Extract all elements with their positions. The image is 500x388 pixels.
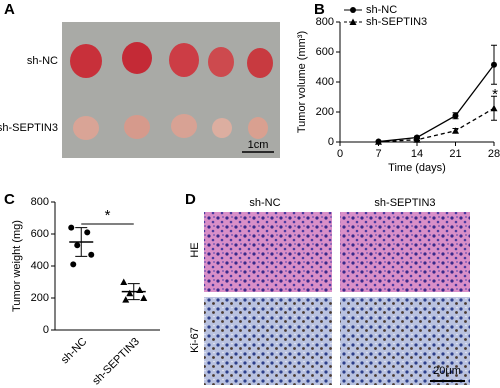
y-tick-label: 400 (31, 260, 49, 272)
marker (452, 127, 459, 134)
y-tick-label: 600 (31, 228, 49, 240)
x-tick-label: 14 (411, 148, 423, 160)
legend-label: sh-NC (366, 4, 397, 16)
x-tick-label: sh-SEPTIN3 (90, 336, 142, 388)
x-tick-label: 28 (488, 148, 500, 160)
y-axis-label: Tumor volume (mm³) (296, 31, 308, 133)
marker (140, 294, 148, 301)
marker (120, 278, 128, 285)
marker (350, 7, 356, 13)
tumor-photo (62, 22, 280, 158)
marker (126, 289, 134, 297)
row-label: sh-NC (27, 55, 58, 67)
legend-label: sh-SEPTIN3 (366, 16, 427, 28)
tumors (70, 42, 273, 140)
column-label: sh-NC (249, 197, 280, 209)
marker (349, 18, 357, 25)
x-tick-label: 21 (449, 148, 461, 160)
y-tick-label: 600 (316, 46, 334, 58)
column-label: sh-SEPTIN3 (374, 197, 435, 209)
y-tick-label: 0 (43, 324, 49, 336)
sd-bar (127, 283, 140, 301)
marker (491, 61, 497, 68)
series-line (378, 64, 495, 143)
marker (375, 138, 382, 145)
marker (68, 224, 75, 231)
scale-label: 1cm (248, 139, 269, 151)
marker (490, 104, 498, 112)
y-tick-label: 800 (31, 196, 49, 208)
marker (74, 242, 81, 249)
scale-label: 20μm (433, 365, 461, 377)
panel-label: A (4, 1, 15, 18)
series-line (378, 107, 495, 143)
sd-bar (75, 227, 88, 257)
panel-label: C (4, 191, 15, 208)
histology-image (204, 297, 332, 385)
marker (88, 251, 95, 258)
annotation: * (105, 207, 111, 224)
y-tick-label: 200 (316, 106, 334, 118)
x-tick-label: sh-NC (59, 336, 90, 367)
marker (70, 261, 77, 268)
histology-image (340, 297, 470, 385)
annotation: * (492, 86, 498, 103)
x-tick-label: 7 (375, 148, 381, 160)
y-tick-label: 400 (316, 76, 334, 88)
y-tick-label: 200 (31, 292, 49, 304)
marker (122, 296, 130, 303)
row-label: HE (189, 242, 201, 257)
x-axis-label: Time (days) (388, 162, 446, 174)
panel-label: B (314, 1, 325, 18)
marker (413, 136, 421, 143)
panel-label: D (185, 191, 196, 208)
marker (84, 229, 91, 236)
histology-image (340, 212, 470, 292)
row-label: Ki-67 (189, 327, 201, 353)
y-tick-label: 800 (316, 16, 334, 28)
marker (452, 112, 459, 119)
y-axis-label: Tumor weight (mg) (11, 220, 23, 312)
x-tick-label: 0 (337, 148, 343, 160)
y-tick-label: 0 (328, 136, 334, 148)
histology-image (204, 212, 332, 292)
row-label: sh-SEPTIN3 (0, 122, 58, 134)
